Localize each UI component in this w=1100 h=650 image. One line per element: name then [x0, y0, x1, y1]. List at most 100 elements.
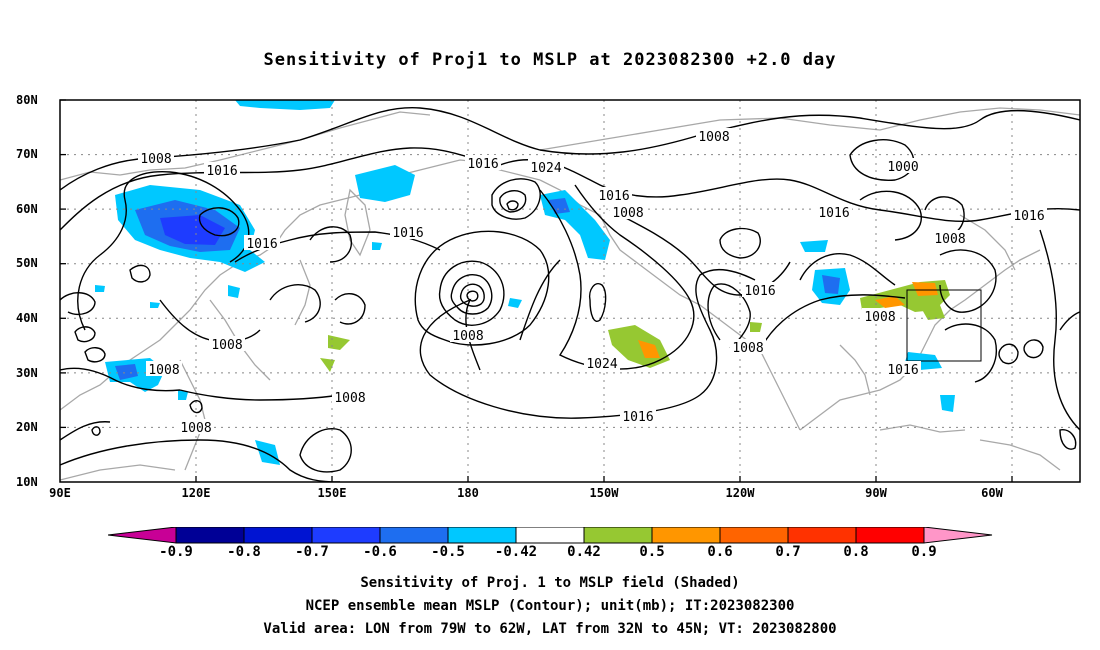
- lat-lon-grid: [60, 100, 1080, 482]
- lon-label-150w: 150W: [589, 486, 619, 500]
- footer-line-3: Valid area: LON from 79W to 62W, LAT fro…: [263, 621, 837, 637]
- lon-label-90e: 90E: [49, 486, 71, 500]
- colorbar-label: 0.7: [775, 544, 801, 560]
- contour-label-bg: [862, 308, 898, 323]
- colorbar-label: -0.7: [295, 544, 329, 560]
- colorbar-segment: [719, 527, 789, 544]
- contour-label: 1016: [598, 189, 629, 204]
- contour-label-bg: [332, 389, 368, 404]
- contour-label: 1008: [864, 310, 895, 325]
- contour-label-bg: [730, 339, 766, 354]
- contour-label-bg: [596, 187, 632, 202]
- colorbar-segment: [651, 527, 721, 544]
- colorbar-segment: [787, 527, 857, 544]
- lon-label-120e: 120E: [181, 486, 211, 500]
- mslp-contours: [60, 107, 1080, 482]
- lat-label-40n: 40N: [16, 311, 38, 325]
- contour-label: 1008: [698, 130, 729, 145]
- contour-label-bg: [742, 282, 778, 297]
- contour-label: 1000: [887, 160, 918, 175]
- colorbar-segment: [243, 527, 313, 544]
- colorbar: [108, 527, 993, 544]
- contour-label: 1016: [206, 164, 237, 179]
- colorbar-segment: [379, 527, 449, 544]
- contour-label-bg: [816, 204, 852, 219]
- lat-label-50n: 50N: [16, 256, 38, 270]
- lon-label-90w: 90W: [865, 486, 887, 500]
- contour-label: 1016: [392, 226, 423, 241]
- footer-line-1: Sensitivity of Proj. 1 to MSLP field (Sh…: [360, 575, 740, 591]
- plot-frame: [59, 99, 1081, 483]
- contour-label: 1008: [148, 363, 179, 378]
- contour-label: 1024: [586, 357, 617, 372]
- colorbar-label: 0.9: [911, 544, 937, 560]
- contour-label-bg: [885, 361, 921, 376]
- contour-label-bg: [610, 204, 646, 219]
- colorbar-segment: [583, 527, 653, 544]
- contour-label: 1016: [622, 410, 653, 425]
- lon-label-180: 180: [457, 486, 479, 500]
- contour-label: 1016: [467, 157, 498, 172]
- contour-label: 1016: [246, 237, 277, 252]
- lon-label-150e: 150E: [317, 486, 347, 500]
- contour-label-bg: [696, 128, 732, 143]
- sensitivity-shading: [95, 100, 955, 465]
- lat-label-30n: 30N: [16, 366, 38, 380]
- lon-label-120w: 120W: [725, 486, 755, 500]
- lat-label-60n: 60N: [16, 202, 38, 216]
- contour-label-bg: [1011, 207, 1047, 222]
- contour-label: 1008: [180, 421, 211, 436]
- contour-label-bg: [465, 155, 501, 170]
- contour-label-bg: [450, 327, 486, 342]
- axis-ticks: [60, 99, 1013, 482]
- lat-label-70n: 70N: [16, 147, 38, 161]
- colorbar-label: -0.5: [431, 544, 465, 560]
- contour-label-bg: [178, 419, 214, 434]
- contour-label-bg: [209, 336, 245, 351]
- valid-area-box: [906, 289, 982, 362]
- contour-label: 1024: [530, 161, 561, 176]
- contour-label: 1008: [211, 338, 242, 353]
- contour-label: 1016: [887, 363, 918, 378]
- colorbar-low-triangle: [108, 527, 177, 544]
- map-title: Sensitivity of Proj1 to MSLP at 20230823…: [263, 50, 837, 70]
- colorbar-segment: [515, 527, 585, 544]
- contour-label: 1016: [744, 284, 775, 299]
- colorbar-segment: [311, 527, 381, 544]
- contour-label: 1008: [934, 232, 965, 247]
- colorbar-label: 0.8: [843, 544, 869, 560]
- contour-label-bg: [138, 150, 174, 165]
- contour-label-bg: [885, 158, 921, 173]
- contour-label-bg: [146, 361, 182, 376]
- colorbar-segment: [175, 527, 245, 544]
- colorbar-segment: [447, 527, 517, 544]
- colorbar-label: -0.6: [363, 544, 397, 560]
- contour-label-bg: [620, 408, 656, 423]
- colorbar-label: 0.42: [567, 544, 601, 560]
- colorbar-label: -0.9: [159, 544, 193, 560]
- contour-label-bg: [244, 235, 280, 250]
- contour-label-bg: [390, 224, 426, 239]
- lat-label-80n: 80N: [16, 93, 38, 107]
- colorbar-label: -0.8: [227, 544, 261, 560]
- contour-label: 1016: [818, 206, 849, 221]
- contour-label-bg: [932, 230, 968, 245]
- lat-label-20n: 20N: [16, 420, 38, 434]
- contour-label-bg: [584, 355, 620, 370]
- contour-label-bg: [528, 159, 564, 174]
- colorbar-label: 0.6: [707, 544, 733, 560]
- colorbar-high-triangle: [923, 527, 993, 544]
- contour-label: 1008: [334, 391, 365, 406]
- contour-label: 1008: [140, 152, 171, 167]
- colorbar-label: -0.42: [494, 544, 538, 560]
- lon-label-60w: 60W: [981, 486, 1003, 500]
- contour-label: 1008: [612, 206, 643, 221]
- contour-labels: 1008 1016 1016 1016 1008 1016 1024 1016 1008 1008…: [138, 128, 1047, 436]
- footer-line-2: NCEP ensemble mean MSLP (Contour); unit(…: [305, 598, 795, 614]
- contour-label: 1008: [452, 329, 483, 344]
- contour-label: 1016: [1013, 209, 1044, 224]
- contour-label: 1008: [732, 341, 763, 356]
- colorbar-label: 0.5: [639, 544, 665, 560]
- colorbar-segment: [855, 527, 925, 544]
